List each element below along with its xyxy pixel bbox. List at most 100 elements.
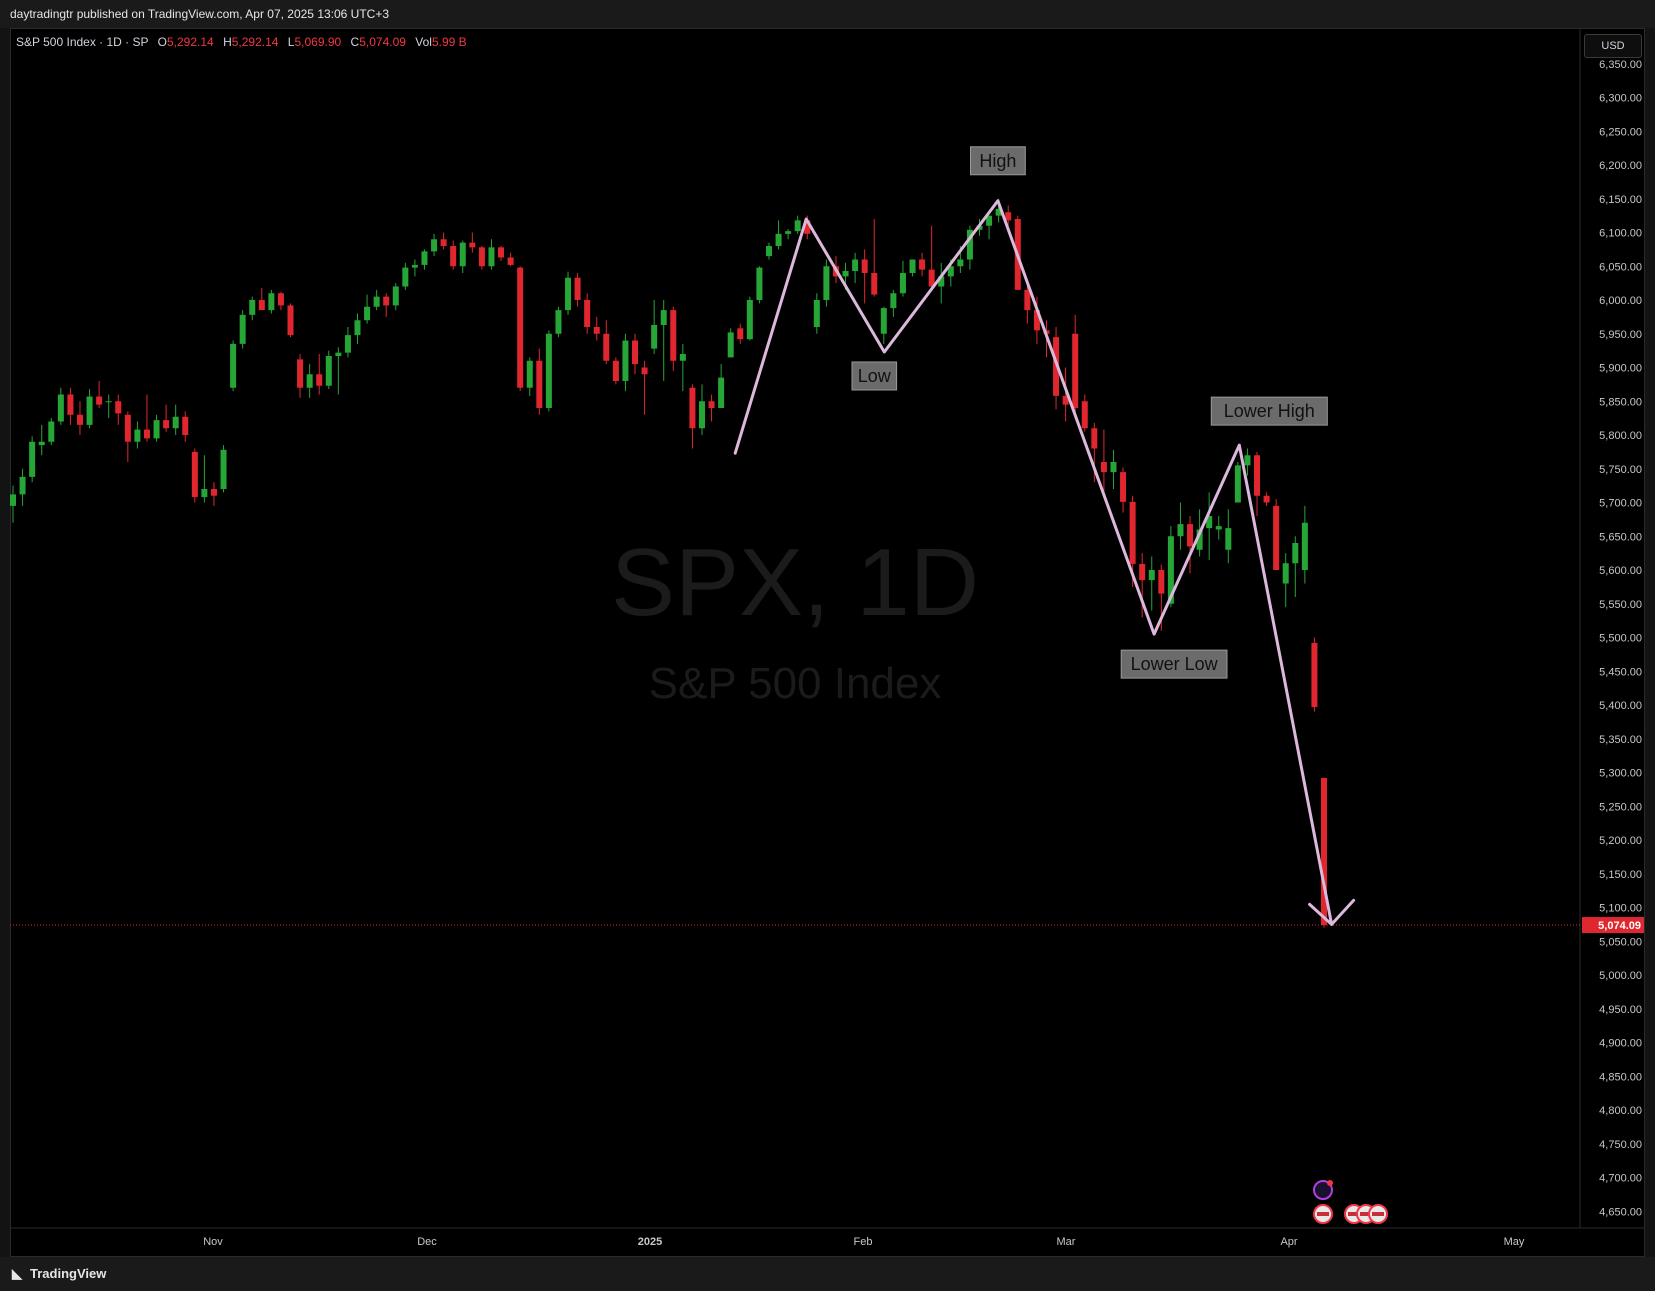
- price-tick-label: 5,700.00: [1599, 498, 1642, 510]
- candle-body: [593, 327, 600, 334]
- candle-body: [1301, 522, 1308, 570]
- event-icons[interactable]: [1313, 1180, 1388, 1224]
- candle-up: [134, 421, 141, 449]
- price-tick-label: 5,500.00: [1599, 633, 1642, 645]
- candle-up: [392, 283, 399, 311]
- candle-body: [421, 251, 428, 265]
- annotation-high[interactable]: High: [970, 146, 1026, 176]
- candle-body: [134, 429, 141, 442]
- candle-down: [871, 219, 878, 297]
- candle-body: [823, 266, 830, 300]
- candle-body: [29, 441, 36, 477]
- candle-body: [603, 333, 610, 361]
- candle-down: [612, 357, 619, 385]
- annotation-low[interactable]: Low: [851, 361, 898, 391]
- annotation-lower-low[interactable]: Lower Low: [1120, 649, 1228, 679]
- candle-body: [986, 215, 993, 226]
- annotation-labels[interactable]: High Low Lower High Lower Low: [851, 146, 1328, 679]
- candle-body: [325, 356, 332, 386]
- candle-body: [632, 340, 639, 365]
- price-tick-label: 4,650.00: [1599, 1206, 1642, 1218]
- candle-up: [1110, 449, 1117, 489]
- candle-down: [689, 384, 696, 449]
- candle-body: [143, 429, 150, 439]
- candle-body: [249, 300, 256, 315]
- chart-frame[interactable]: [10, 28, 1645, 1257]
- candle-up: [1206, 492, 1213, 560]
- candle-body: [1024, 289, 1031, 311]
- annotation-box: [851, 361, 898, 391]
- candle-up: [756, 266, 763, 304]
- time-axis[interactable]: Nov Dec 2025 Feb Mar Apr May: [10, 1227, 1645, 1248]
- candle-up: [373, 289, 380, 311]
- annotation-lower-high[interactable]: Lower High: [1210, 396, 1328, 426]
- candle-down: [536, 348, 543, 415]
- candle-body: [1110, 462, 1117, 473]
- candle-body: [565, 277, 572, 311]
- candle-down: [1311, 637, 1318, 712]
- candle-body: [76, 414, 83, 425]
- candle-up: [431, 233, 438, 257]
- tradingview-logo[interactable]: ◣ TradingView: [12, 1265, 106, 1283]
- candle-body: [861, 259, 868, 273]
- symbol-legend[interactable]: S&P 500 Index · 1D · SP O5,292.14 H5,292…: [16, 34, 467, 50]
- candle-down: [469, 232, 476, 253]
- candle-down: [603, 320, 610, 365]
- brand-name: TradingView: [30, 1266, 107, 1281]
- flag-stripe: [1372, 1212, 1384, 1216]
- candle-body: [440, 239, 447, 246]
- candle-body: [96, 396, 103, 405]
- time-tick-label: Nov: [203, 1236, 223, 1248]
- candle-down: [297, 354, 304, 398]
- candle-up: [698, 384, 705, 435]
- candle-up: [938, 262, 945, 304]
- price-axis[interactable]: 4,650.00 4,700.00 4,750.00 4,800.00 4,850.00…: [1579, 29, 1642, 1228]
- candle-body: [373, 296, 380, 307]
- candle-body: [1005, 212, 1012, 221]
- candle-down: [593, 316, 600, 341]
- low-label: L: [287, 35, 295, 49]
- candle-body: [344, 335, 351, 353]
- time-tick-label: Feb: [854, 1236, 873, 1248]
- candle-body: [813, 300, 820, 327]
- candle-body: [153, 420, 160, 439]
- candle-down: [1187, 516, 1194, 574]
- candle-up: [1244, 448, 1251, 476]
- candle-down: [163, 404, 170, 432]
- candle-body: [450, 246, 457, 267]
- candle-up: [325, 350, 332, 390]
- candle-body: [976, 225, 983, 230]
- candle-down: [1139, 553, 1146, 618]
- candle-body: [191, 451, 198, 498]
- close-label: C: [350, 35, 360, 49]
- candle-up: [813, 293, 820, 334]
- candle-up: [785, 229, 792, 240]
- candle-down: [258, 287, 265, 311]
- candle-down: [584, 293, 591, 334]
- price-tick-label: 5,900.00: [1599, 363, 1642, 375]
- candle-body: [10, 494, 16, 506]
- annotation-text: Low: [858, 366, 892, 386]
- annotation-box: [970, 146, 1026, 176]
- candle-body: [105, 401, 112, 403]
- candle-body: [526, 360, 533, 388]
- candle-down: [632, 333, 639, 375]
- candle-down: [277, 291, 284, 311]
- candle-body: [402, 267, 409, 287]
- candle-up: [459, 240, 466, 273]
- price-tick-label: 5,300.00: [1599, 768, 1642, 780]
- price-tick-label: 5,250.00: [1599, 801, 1642, 813]
- candle-body: [1263, 495, 1270, 503]
- candle-up: [38, 424, 45, 456]
- candle-body: [57, 394, 64, 422]
- candle-up: [354, 313, 361, 344]
- earnings-dot-icon: [1327, 1180, 1333, 1186]
- flag-stripe: [1360, 1212, 1372, 1216]
- candle-body: [287, 305, 294, 336]
- arrow-head: [1308, 898, 1356, 926]
- wave-drawing[interactable]: [733, 199, 1356, 926]
- currency-button[interactable]: USD: [1584, 34, 1642, 58]
- candle-up: [19, 468, 26, 506]
- watermark-symbol: SPX, 1D: [611, 529, 979, 636]
